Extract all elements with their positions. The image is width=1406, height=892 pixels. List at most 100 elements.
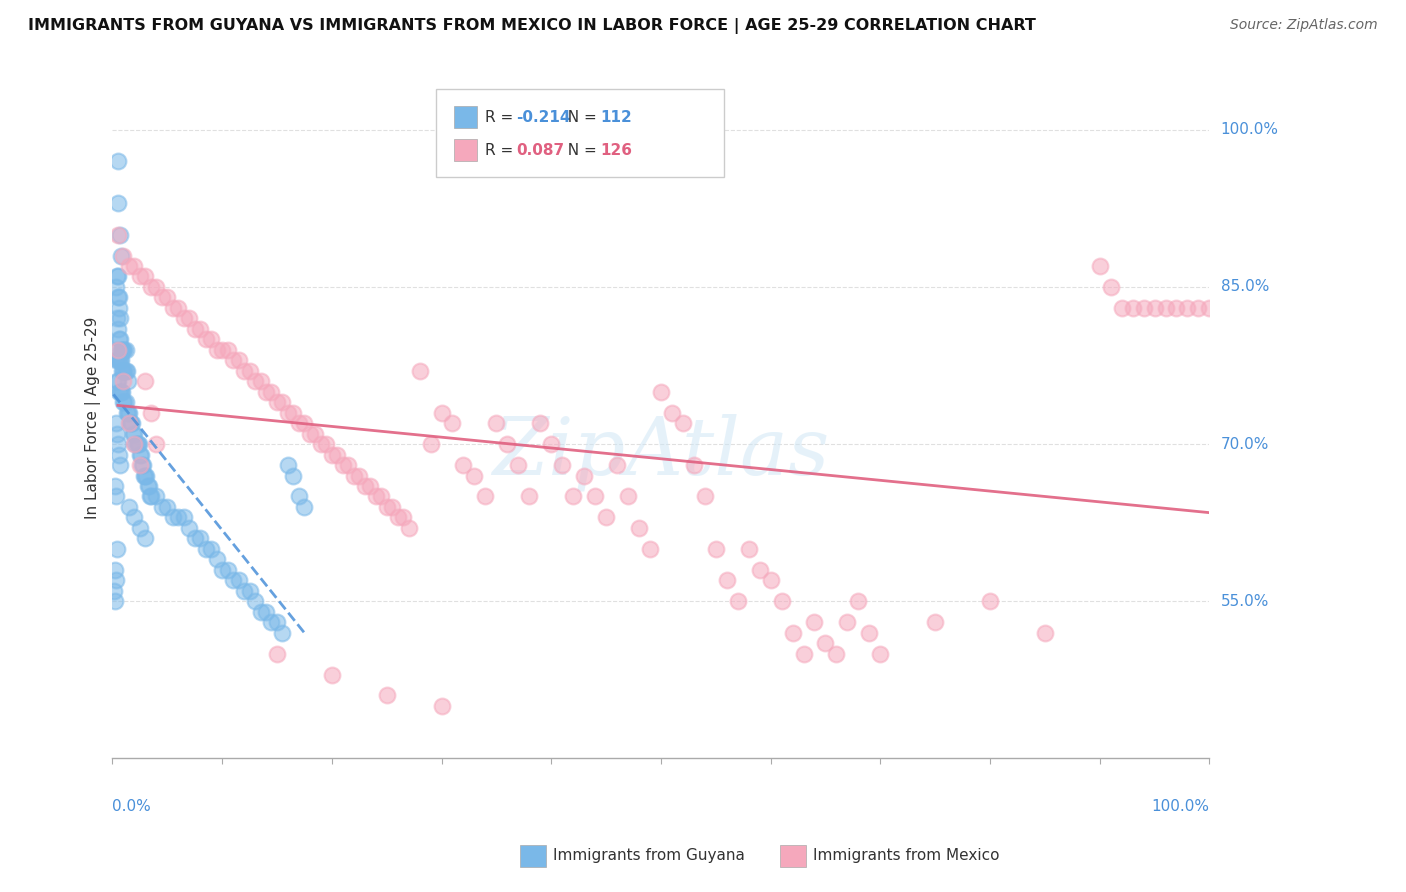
Point: [111, 343, 134, 357]
Point: [108, 332, 131, 346]
Point: [583, 490, 606, 504]
Point: [292, 500, 315, 514]
Point: [107, 154, 129, 169]
Point: [238, 364, 260, 378]
Point: [110, 384, 132, 399]
Text: 55.0%: 55.0%: [1220, 594, 1268, 608]
Text: N =: N =: [558, 110, 602, 125]
Point: [118, 500, 141, 514]
Point: [108, 384, 131, 399]
Point: [848, 594, 870, 608]
Point: [107, 437, 129, 451]
Text: 100.0%: 100.0%: [1220, 122, 1278, 137]
Point: [704, 541, 727, 556]
Point: [127, 437, 149, 451]
Point: [124, 437, 146, 451]
Point: [108, 448, 131, 462]
Point: [1033, 625, 1056, 640]
Point: [233, 583, 256, 598]
Point: [205, 552, 228, 566]
Point: [298, 426, 321, 441]
Point: [188, 532, 211, 546]
Point: [183, 532, 205, 546]
Point: [105, 311, 128, 326]
Point: [315, 437, 337, 451]
Point: [105, 541, 128, 556]
Point: [114, 343, 136, 357]
Point: [228, 574, 250, 588]
Point: [337, 458, 360, 472]
Point: [737, 541, 759, 556]
Point: [349, 468, 371, 483]
Point: [134, 468, 156, 483]
Point: [108, 353, 131, 368]
Point: [254, 605, 277, 619]
Point: [770, 594, 793, 608]
Point: [118, 416, 141, 430]
Point: [359, 479, 381, 493]
Point: [108, 458, 131, 472]
Point: [104, 574, 127, 588]
Point: [162, 510, 184, 524]
Point: [134, 468, 156, 483]
Point: [136, 479, 159, 493]
Point: [112, 395, 135, 409]
Point: [134, 269, 156, 284]
Point: [759, 574, 782, 588]
Point: [200, 332, 222, 346]
Point: [217, 563, 239, 577]
Point: [173, 311, 195, 326]
Point: [179, 311, 201, 326]
Point: [105, 426, 128, 441]
Point: [105, 269, 128, 284]
Point: [1198, 301, 1220, 315]
Point: [627, 521, 650, 535]
Point: [138, 479, 160, 493]
Point: [430, 406, 453, 420]
Point: [869, 647, 891, 661]
Point: [114, 364, 136, 378]
Point: [125, 437, 148, 451]
Point: [304, 426, 326, 441]
Point: [128, 437, 150, 451]
Point: [194, 332, 217, 346]
Point: [233, 364, 256, 378]
Point: [211, 563, 233, 577]
Point: [1132, 301, 1154, 315]
Point: [562, 490, 585, 504]
Point: [107, 322, 129, 336]
Point: [540, 437, 562, 451]
Point: [1088, 259, 1111, 273]
Point: [782, 625, 804, 640]
Point: [173, 510, 195, 524]
Point: [858, 625, 880, 640]
Point: [716, 574, 738, 588]
Point: [128, 269, 150, 284]
Point: [134, 532, 156, 546]
Point: [108, 353, 131, 368]
Point: [370, 490, 392, 504]
Point: [260, 384, 283, 399]
Point: [419, 437, 441, 451]
Point: [727, 594, 749, 608]
Point: [128, 521, 150, 535]
Point: [104, 594, 127, 608]
Point: [138, 490, 160, 504]
Point: [118, 416, 141, 430]
Point: [408, 364, 430, 378]
Point: [364, 490, 387, 504]
Point: [288, 416, 311, 430]
Text: 100.0%: 100.0%: [1152, 799, 1209, 814]
Point: [517, 490, 540, 504]
Point: [110, 248, 132, 262]
Point: [114, 364, 136, 378]
Point: [117, 374, 139, 388]
Point: [496, 437, 519, 451]
Text: N =: N =: [558, 143, 602, 158]
Point: [104, 353, 127, 368]
Point: [266, 647, 288, 661]
Point: [132, 458, 155, 472]
Point: [254, 384, 277, 399]
Text: R =: R =: [485, 110, 519, 125]
Point: [398, 521, 420, 535]
